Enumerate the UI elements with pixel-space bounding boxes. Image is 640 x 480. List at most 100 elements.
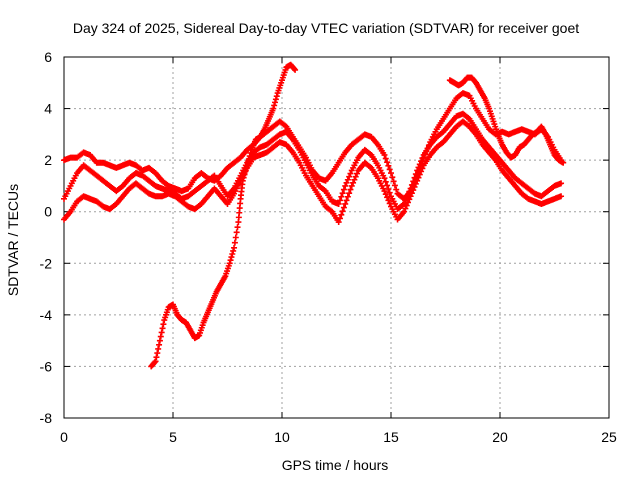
data-point <box>232 234 239 241</box>
data-point <box>418 158 425 165</box>
data-point <box>385 162 392 169</box>
data-point <box>350 179 357 186</box>
data-point <box>336 197 343 204</box>
data-point <box>411 183 418 190</box>
y-tick-label: -8 <box>40 410 53 426</box>
data-point <box>419 155 426 162</box>
y-axis-label: SDTVAR / TECUs <box>5 184 21 296</box>
data-point <box>410 187 417 194</box>
data-point <box>340 204 347 211</box>
data-point <box>342 200 349 207</box>
data-point <box>272 96 279 103</box>
data-point <box>342 182 349 189</box>
data-point <box>381 188 388 195</box>
x-tick-label: 15 <box>383 429 399 445</box>
data-point <box>415 174 422 181</box>
data-point <box>407 193 414 200</box>
data-point <box>226 260 233 267</box>
data-point <box>416 161 423 168</box>
data-point <box>156 337 163 344</box>
data-point <box>558 180 565 187</box>
data-point <box>347 186 354 193</box>
data-point <box>335 219 342 226</box>
data-point <box>273 93 280 100</box>
plot-frame <box>63 56 610 419</box>
axis-ticks: 0 5 10 15 20 25 -8 -6 -4 -2 0 2 4 6 <box>40 49 617 445</box>
data-point <box>389 174 396 181</box>
data-point <box>339 208 346 215</box>
data-series <box>148 61 299 370</box>
data-point <box>239 177 246 184</box>
data-point <box>391 182 398 189</box>
data-point <box>230 247 237 254</box>
data-point <box>247 149 254 156</box>
data-point <box>347 170 354 177</box>
data-point <box>346 190 353 197</box>
data-point <box>386 166 393 173</box>
data-point <box>408 190 415 197</box>
grid <box>64 57 609 418</box>
data-point <box>393 186 400 193</box>
data-point <box>155 345 162 352</box>
data-point <box>338 193 345 200</box>
data-point <box>158 329 165 336</box>
data-point <box>270 105 277 112</box>
data-point <box>343 179 350 186</box>
data-point <box>403 202 410 209</box>
data-point <box>401 208 408 215</box>
data-point <box>242 168 249 175</box>
data-point <box>385 197 392 204</box>
data-point <box>344 193 351 200</box>
data-point <box>406 196 413 203</box>
data-point <box>353 170 360 177</box>
data-point <box>415 164 422 171</box>
data-point <box>344 176 351 183</box>
y-tick-label: -6 <box>40 358 53 374</box>
data-point <box>157 333 164 340</box>
x-tick-label: 10 <box>274 429 290 445</box>
data-point <box>229 251 236 258</box>
data-point <box>152 358 159 365</box>
data-point <box>272 99 279 106</box>
y-tick-label: 4 <box>44 101 52 117</box>
data-series <box>61 118 565 226</box>
data-point <box>339 190 346 197</box>
x-tick-label: 5 <box>169 429 177 445</box>
data-point <box>414 177 421 184</box>
data-points <box>61 61 567 370</box>
data-point <box>382 155 389 162</box>
data-point <box>560 159 567 166</box>
y-tick-label: -4 <box>40 307 53 323</box>
data-point <box>244 159 251 166</box>
data-point <box>244 162 251 169</box>
y-tick-label: 2 <box>44 152 52 168</box>
data-point <box>386 189 393 196</box>
data-point <box>558 193 565 200</box>
data-point <box>386 200 393 207</box>
data-point <box>384 194 391 201</box>
data-point <box>381 175 388 182</box>
data-point <box>154 350 161 357</box>
data-point <box>405 199 412 206</box>
data-point <box>416 171 423 178</box>
data-point <box>412 180 419 187</box>
data-point <box>241 171 248 178</box>
data-point <box>233 229 240 236</box>
data-series <box>446 74 567 166</box>
data-point <box>153 354 160 361</box>
data-point <box>382 191 389 198</box>
data-point <box>402 205 409 212</box>
data-point <box>336 215 343 222</box>
data-point <box>343 197 350 204</box>
data-point <box>240 174 247 181</box>
data-point <box>352 173 359 180</box>
data-point <box>388 170 394 177</box>
data-point <box>390 178 397 185</box>
data-point <box>340 186 347 193</box>
data-point <box>384 182 391 189</box>
data-point <box>292 66 299 73</box>
data-point <box>418 168 425 175</box>
data-point <box>414 167 421 174</box>
data-point <box>231 239 238 246</box>
